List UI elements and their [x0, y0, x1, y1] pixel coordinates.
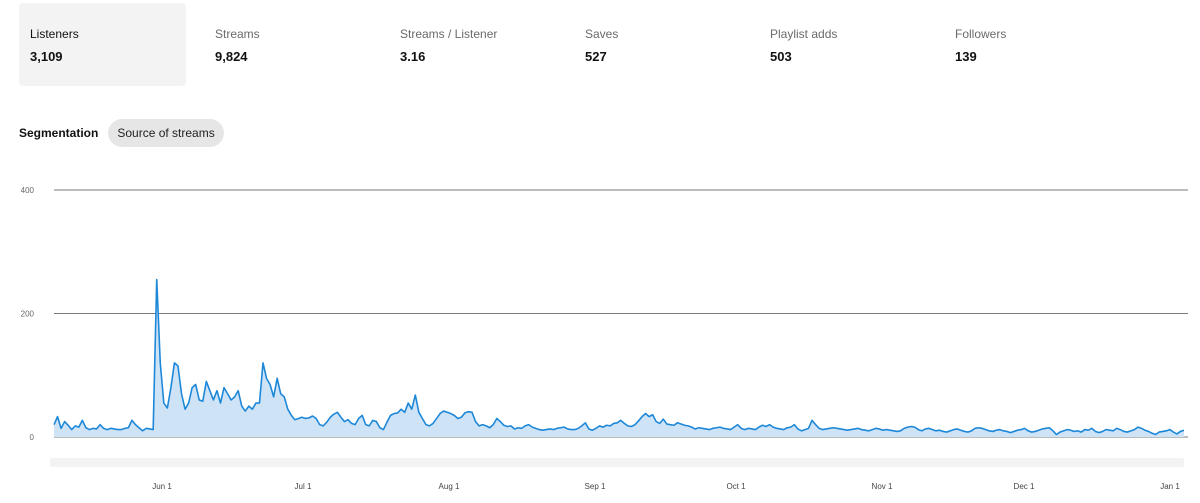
x-tick-label: Jul 1	[295, 482, 312, 491]
metric-value: 9,824	[215, 49, 248, 64]
y-tick-label: 400	[21, 186, 35, 195]
x-tick-label: Nov 1	[872, 482, 893, 491]
metric-tab-saves[interactable]: Saves 527	[574, 3, 741, 86]
y-tick-label: 200	[21, 310, 35, 319]
metric-value: 3.16	[400, 49, 426, 64]
metric-tabs: Listeners 3,109 Streams 9,824 Streams / …	[19, 3, 1189, 86]
source-of-streams-chip[interactable]: Source of streams	[108, 119, 224, 147]
metric-label: Playlist adds	[770, 27, 838, 41]
metric-tab-streams[interactable]: Streams 9,824	[204, 3, 371, 86]
x-tick-label: Jun 1	[152, 482, 172, 491]
segmentation-label: Segmentation	[19, 126, 99, 140]
y-tick-label: 0	[30, 433, 35, 442]
x-tick-label: Oct 1	[726, 482, 746, 491]
metric-label: Listeners	[30, 27, 79, 41]
metric-value: 503	[770, 49, 792, 64]
metric-tab-followers[interactable]: Followers 139	[944, 3, 1111, 86]
metric-value: 139	[955, 49, 977, 64]
series-area	[54, 279, 1184, 437]
x-tick-label: Jan 1	[1160, 482, 1180, 491]
metric-value: 3,109	[30, 49, 63, 64]
metric-tab-streams-per-listener[interactable]: Streams / Listener 3.16	[389, 3, 556, 86]
x-tick-label: Sep 1	[585, 482, 606, 491]
series-line	[53, 278, 1185, 436]
metric-tab-listeners[interactable]: Listeners 3,109	[19, 3, 186, 86]
metric-label: Streams / Listener	[400, 27, 498, 41]
x-tick-label: Aug 1	[439, 482, 460, 491]
metric-label: Streams	[215, 27, 260, 41]
metric-value: 527	[585, 49, 607, 64]
chart-svg: 0 200 400 Jun 1 Jul 1 Aug 1 Sep 1 Oct 1 Nov 1 Dec…	[21, 186, 1188, 491]
x-tick-label: Dec 1	[1014, 482, 1035, 491]
metric-label: Saves	[585, 27, 619, 41]
segmentation-bar: Segmentation Source of streams	[19, 119, 224, 147]
chart-scrollbar	[50, 458, 1184, 467]
metric-tab-playlist-adds[interactable]: Playlist adds 503	[759, 3, 926, 86]
metric-label: Followers	[955, 27, 1007, 41]
listeners-chart: 0 200 400 Jun 1 Jul 1 Aug 1 Sep 1 Oct 1 Nov 1 Dec…	[0, 176, 1200, 503]
